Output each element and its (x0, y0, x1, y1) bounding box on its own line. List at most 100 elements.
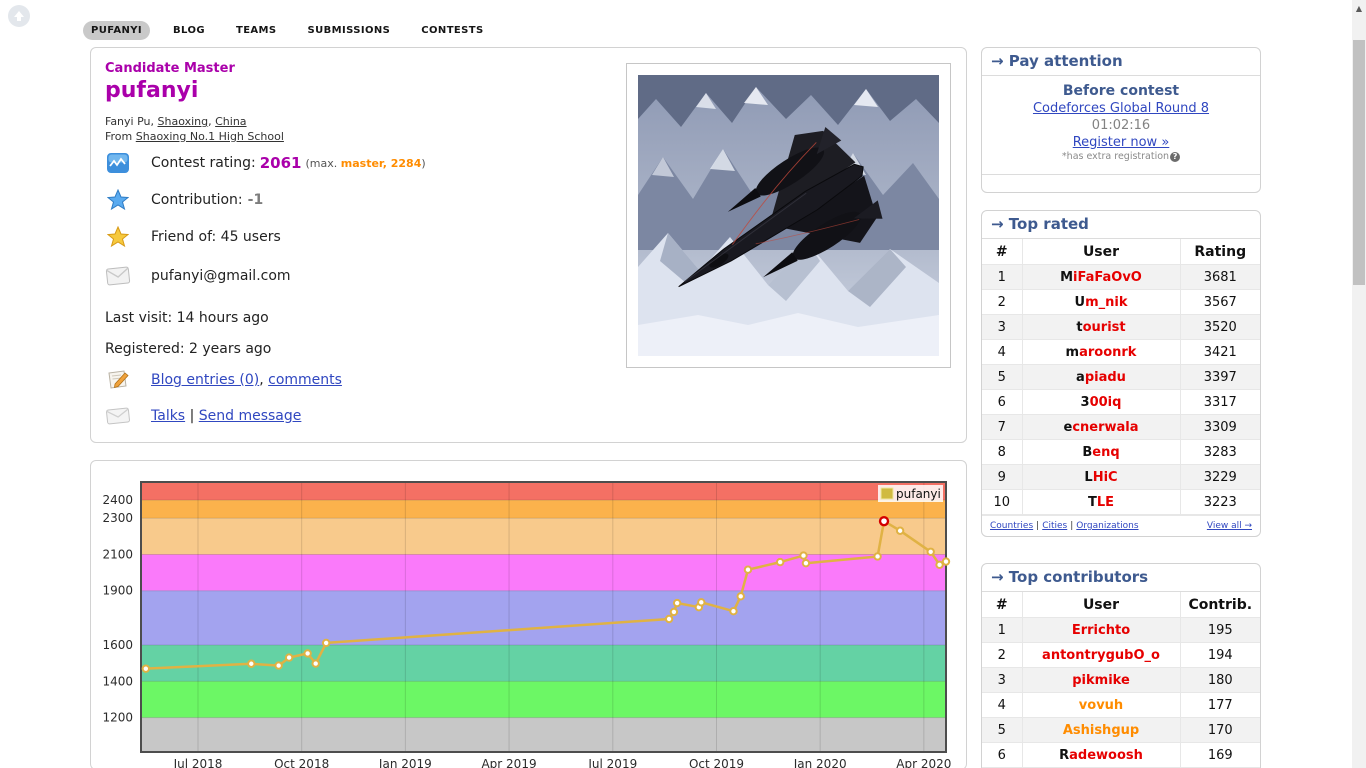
user-link[interactable]: MiFaFaOvO (1060, 269, 1142, 285)
top-rated-table: # User Rating 1 MiFaFaOvO 3681 2 Um_nik 3567 3 tou… (982, 239, 1260, 515)
sr71-aircraft-photo (638, 75, 939, 356)
rating-point[interactable] (141, 664, 151, 673)
user-link[interactable]: vovuh (1078, 697, 1124, 713)
user-link[interactable]: apiadu (1076, 369, 1126, 385)
table-row: 5 apiadu 3397 (982, 364, 1260, 390)
y-axis-tick-label: 2100 (102, 547, 133, 561)
rating-point[interactable] (799, 551, 808, 560)
tab-pufanyi[interactable]: PUFANYI (83, 21, 151, 40)
rating-point[interactable] (247, 659, 256, 668)
friends-label: Friend of: (151, 229, 217, 245)
rating-point[interactable] (311, 659, 320, 668)
scrollbar-up-button[interactable]: ▲ (1355, 3, 1363, 13)
rating-point[interactable] (895, 526, 905, 535)
profile-tab-bar: PUFANYI BLOG TEAMS SUBMISSIONS CONTESTS (83, 21, 492, 40)
rating-point[interactable] (941, 557, 951, 566)
user-link[interactable]: TLE (1087, 494, 1115, 510)
footer-link-cities[interactable]: Cities (1042, 521, 1068, 531)
vertical-scrollbar[interactable]: ▲ (1352, 0, 1366, 768)
user-link[interactable]: pikmike (1072, 672, 1130, 688)
plot-border (140, 481, 947, 753)
friends-row: Friend of: 45 users (105, 225, 281, 249)
scroll-to-top-button[interactable] (8, 5, 30, 27)
user-link[interactable]: ecnerwala (1063, 419, 1139, 435)
user-rank: Candidate Master (105, 61, 235, 76)
rating-point[interactable] (729, 607, 738, 616)
user-handle[interactable]: pufanyi (105, 78, 199, 103)
rating-point[interactable] (801, 558, 811, 568)
tab-blog[interactable]: BLOG (173, 25, 205, 36)
rank-cell: 2 (982, 289, 1023, 315)
pay-attention-box: → Pay attention Before contest Codeforce… (981, 47, 1261, 193)
table-row: 5 Ashishgup 170 (982, 717, 1260, 743)
register-now-link[interactable]: Register now » (1072, 135, 1170, 150)
real-name: Fanyi Pu, (105, 115, 155, 128)
tab-contests[interactable]: CONTESTS (421, 25, 484, 36)
y-axis-tick-label: 1200 (102, 711, 133, 725)
table-row: 9 LHiC 3229 (982, 464, 1260, 490)
tab-submissions[interactable]: SUBMISSIONS (307, 25, 391, 36)
rating-point[interactable] (873, 552, 882, 561)
column-header: User (1022, 239, 1181, 265)
talks-link[interactable]: Talks (151, 408, 186, 424)
user-link[interactable]: Radewoosh (1059, 747, 1143, 763)
y-axis-tick-label: 1400 (102, 674, 133, 688)
up-arrow-icon (14, 11, 24, 21)
blog-entries-link[interactable]: Blog entries (0) (151, 372, 260, 388)
message-envelope-icon (105, 404, 131, 428)
rating-point[interactable] (926, 547, 935, 556)
rating-point[interactable] (664, 614, 674, 624)
rating-point[interactable] (736, 592, 745, 601)
value-cell: 3681 (1180, 264, 1260, 290)
value-cell: 177 (1180, 692, 1260, 718)
rating-band (141, 645, 946, 682)
rank-cell: 7 (982, 414, 1023, 440)
y-axis-tick-label: 1900 (102, 584, 133, 598)
rating-point[interactable] (743, 565, 753, 574)
rating-point[interactable] (303, 649, 312, 658)
user-link[interactable]: 300iq (1080, 394, 1122, 410)
table-row: 2 Um_nik 3567 (982, 289, 1260, 315)
contest-link[interactable]: Codeforces Global Round 8 (1032, 101, 1210, 116)
rating-point[interactable] (697, 598, 706, 607)
value-cell: 170 (1180, 717, 1260, 743)
user-org-line: From Shaoxing No.1 High School (105, 130, 284, 143)
max-rating-point[interactable] (878, 515, 890, 527)
rating-point[interactable] (274, 661, 283, 670)
rating-point[interactable] (672, 598, 682, 608)
value-cell: 180 (1180, 667, 1260, 693)
x-axis-tick-label: Oct 2018 (274, 757, 329, 768)
user-link[interactable]: Ashishgup (1062, 722, 1140, 738)
top-rated-caption: → Top rated (982, 211, 1260, 239)
organization-link[interactable]: Shaoxing No.1 High School (135, 130, 284, 143)
x-axis-tick-label: Oct 2019 (689, 757, 744, 768)
rating-point[interactable] (321, 638, 331, 648)
rating-graph: 2400 2300 2100 1900 1600 1400 1200 Jul 2018 Oct … (102, 481, 951, 768)
tab-teams[interactable]: TEAMS (235, 25, 277, 36)
rating-point[interactable] (669, 607, 679, 617)
rating-point[interactable] (775, 557, 785, 567)
user-link[interactable]: maroonrk (1065, 344, 1137, 360)
view-all-link[interactable]: View all → (1206, 521, 1252, 531)
rating-point[interactable] (284, 653, 294, 662)
user-link[interactable]: tourist (1076, 319, 1126, 335)
user-link[interactable]: LHiC (1084, 469, 1118, 485)
rating-point[interactable] (935, 560, 944, 570)
rating-chart-icon (105, 151, 131, 175)
table-row: 1 MiFaFaOvO 3681 (982, 264, 1260, 290)
comments-link[interactable]: comments (268, 372, 342, 388)
user-link[interactable]: antontrygubO_o (1042, 647, 1160, 663)
user-link[interactable]: Um_nik (1074, 294, 1128, 310)
footer-link-organizations[interactable]: Organizations (1076, 521, 1139, 531)
send-message-link[interactable]: Send message (198, 408, 302, 424)
value-cell: 195 (1180, 617, 1260, 643)
country-link[interactable]: China (215, 115, 247, 128)
scrollbar-thumb[interactable] (1353, 40, 1365, 285)
help-icon[interactable]: ? (1170, 151, 1181, 162)
footer-link-countries[interactable]: Countries (990, 521, 1034, 531)
y-axis-tick-label: 2400 (102, 493, 133, 507)
pay-attention-body: Before contest Codeforces Global Round 8… (982, 76, 1260, 174)
city-link[interactable]: Shaoxing (157, 115, 209, 128)
user-link[interactable]: Benq (1082, 444, 1120, 460)
user-link[interactable]: Errichto (1071, 622, 1131, 638)
